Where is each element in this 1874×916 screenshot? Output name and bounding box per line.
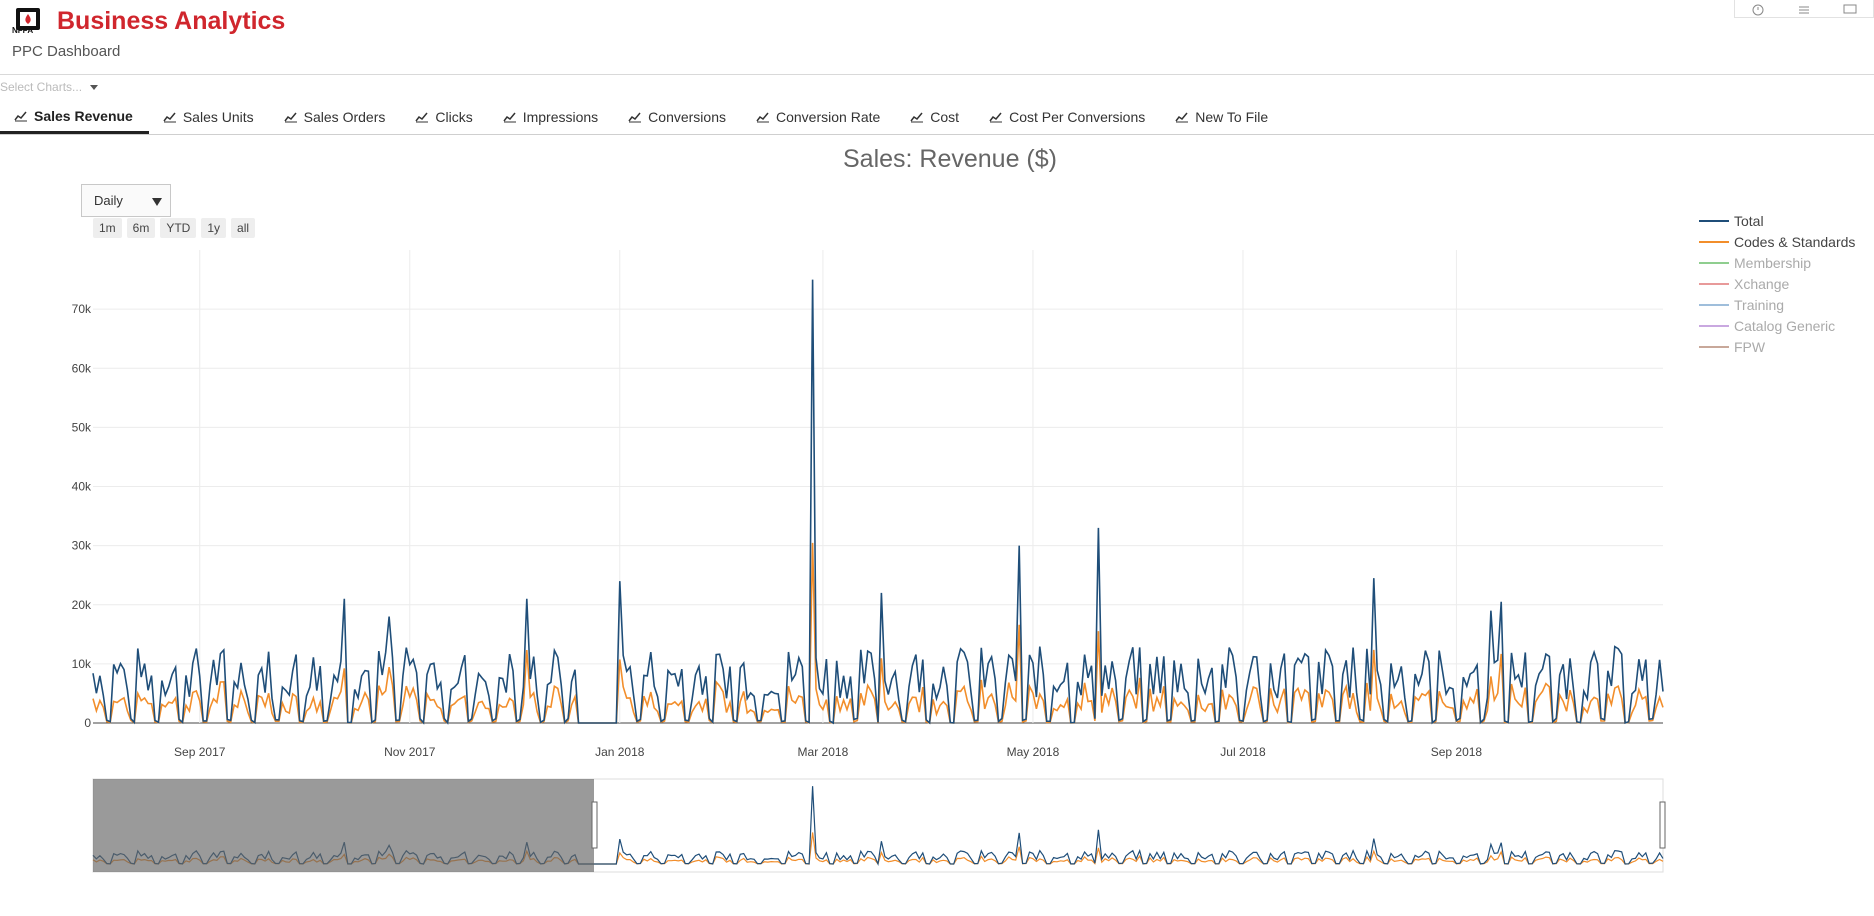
interval-dropdown[interactable]: Daily	[81, 184, 171, 217]
legend-item: FPW	[1734, 339, 1766, 355]
x-tick-label: Jan 2018	[595, 745, 645, 759]
tab-new-to-file[interactable]: New To File	[1161, 100, 1284, 134]
series-codes-standards-line	[92, 542, 1664, 725]
line-chart-icon	[415, 112, 429, 123]
top-toolbar	[1734, 0, 1874, 18]
tab-label: New To File	[1195, 109, 1269, 125]
tab-sales-revenue[interactable]: Sales Revenue	[0, 100, 149, 134]
tab-conversion-rate[interactable]: Conversion Rate	[742, 100, 896, 134]
y-tick-label: 20k	[72, 598, 92, 612]
tab-label: Clicks	[435, 109, 473, 125]
tab-sales-orders[interactable]: Sales Orders	[270, 100, 402, 134]
select-charts-placeholder: Select Charts...	[0, 80, 83, 94]
y-tick-label: 70k	[72, 302, 92, 316]
range-button-1y[interactable]: 1y	[201, 218, 227, 238]
chevron-down-icon	[90, 84, 99, 90]
x-tick-label: May 2018	[1007, 745, 1060, 759]
x-tick-label: Sep 2018	[1431, 745, 1483, 759]
legend-item: Xchange	[1734, 276, 1789, 292]
legend-item: Training	[1734, 297, 1784, 313]
interval-value: Daily	[94, 193, 123, 208]
chart-tabs: Sales Revenue Sales Units Sales Orders Clic…	[0, 100, 1874, 135]
tab-cost[interactable]: Cost	[896, 100, 975, 134]
list-icon[interactable]	[1797, 3, 1811, 15]
y-tick-label: 10k	[72, 657, 92, 671]
tab-clicks[interactable]: Clicks	[401, 100, 488, 134]
y-tick-label: 0	[84, 716, 91, 730]
logo-text: NFPA	[12, 26, 34, 35]
app-header: NFPA Business Analytics PPC Dashboard	[0, 0, 1874, 75]
slider-handle-left[interactable]	[591, 801, 598, 849]
app-subtitle: PPC Dashboard	[12, 43, 121, 60]
tab-label: Impressions	[522, 109, 599, 125]
tab-impressions[interactable]: Impressions	[489, 100, 614, 134]
line-chart-icon	[1175, 112, 1189, 123]
legend-item: Catalog Generic	[1734, 318, 1835, 334]
line-chart-icon	[910, 112, 924, 123]
tab-cost-per-conversions[interactable]: Cost Per Conversions	[975, 100, 1161, 134]
series-total-line	[92, 279, 1664, 725]
legend-item: Membership	[1734, 255, 1811, 271]
y-tick-label: 60k	[72, 361, 92, 375]
tab-label: Sales Orders	[303, 109, 386, 125]
slider-mask	[93, 779, 594, 872]
line-chart-icon	[163, 112, 176, 123]
line-chart-icon	[14, 111, 27, 121]
select-charts-dropdown[interactable]: Select Charts...	[0, 77, 120, 97]
y-tick-label: 40k	[72, 480, 92, 494]
line-chart-icon	[503, 112, 516, 123]
x-tick-label: Mar 2018	[798, 745, 849, 759]
x-tick-label: Nov 2017	[384, 745, 436, 759]
y-tick-label: 50k	[72, 420, 92, 434]
tab-label: Sales Revenue	[34, 107, 133, 124]
chevron-down-icon	[152, 198, 162, 206]
tab-conversions[interactable]: Conversions	[614, 100, 742, 134]
tab-sales-units[interactable]: Sales Units	[149, 100, 270, 134]
tab-label: Conversion Rate	[776, 109, 881, 125]
chart-title: Sales: Revenue ($)	[843, 145, 1057, 173]
nfpa-logo-icon	[16, 8, 40, 30]
range-button-ytd[interactable]: YTD	[160, 218, 197, 238]
app-title: Business Analytics	[57, 7, 286, 35]
line-chart-icon	[756, 112, 769, 123]
legend-item: Total	[1734, 213, 1764, 229]
chart-area: Sales: Revenue ($) 0 10k 20k 30k 40k 50k 60k 70k…	[0, 140, 1874, 916]
tab-label: Conversions	[648, 109, 726, 125]
clock-icon[interactable]	[1751, 3, 1765, 15]
range-selector: 1m 6m YTD 1y all	[93, 218, 256, 238]
comment-icon[interactable]	[1843, 3, 1857, 15]
range-button-1m[interactable]: 1m	[93, 218, 122, 238]
line-chart-icon	[989, 112, 1003, 123]
line-chart-icon	[284, 112, 297, 123]
range-button-6m[interactable]: 6m	[126, 218, 156, 238]
range-button-all[interactable]: all	[231, 218, 256, 238]
tab-label: Cost	[930, 109, 960, 125]
tab-label: Cost Per Conversions	[1009, 109, 1146, 125]
legend-item: Codes & Standards	[1734, 234, 1855, 250]
x-tick-label: Sep 2017	[174, 745, 226, 759]
revenue-chart[interactable]: Sales: Revenue ($) 0 10k 20k 30k 40k 50k 60k 70k…	[0, 140, 1874, 916]
tab-label: Sales Units	[182, 109, 254, 125]
line-chart-icon	[628, 112, 642, 123]
x-tick-label: Jul 2018	[1220, 745, 1266, 759]
slider-handle-right[interactable]	[1659, 801, 1666, 849]
y-tick-label: 30k	[72, 539, 92, 553]
